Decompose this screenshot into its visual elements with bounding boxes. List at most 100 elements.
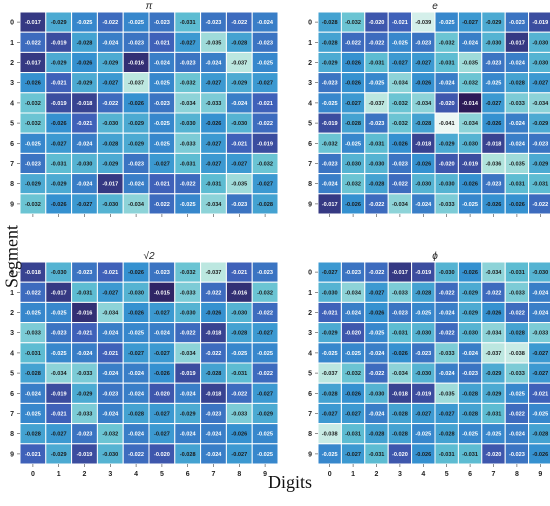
cell-label: -0.022 — [102, 101, 118, 107]
y-tick-label: 0 — [308, 270, 312, 277]
cell-label: -0.027 — [51, 432, 67, 438]
cell-label: -0.023 — [392, 162, 408, 168]
cell-label: -0.029 — [102, 162, 118, 168]
y-tick-label: 3 — [10, 80, 14, 87]
cell-label: -0.029 — [462, 290, 478, 296]
cell-label: -0.024 — [77, 141, 94, 147]
cell-label: -0.029 — [462, 311, 478, 317]
cell-label: -0.028 — [25, 371, 41, 377]
cell-label: -0.025 — [486, 432, 502, 438]
cell-label: -0.027 — [532, 351, 548, 357]
x-tick-label: 4 — [134, 471, 138, 478]
cell-label: -0.022 — [231, 391, 247, 397]
cell-label: -0.021 — [231, 270, 247, 276]
cell-label: -0.031 — [439, 61, 455, 67]
cell-label: -0.022 — [25, 290, 41, 296]
cell-label: -0.026 — [486, 311, 502, 317]
cell-label: -0.034 — [486, 331, 503, 337]
cell-label: -0.028 — [345, 121, 361, 127]
y-tick-label: 6 — [308, 391, 312, 398]
cell-label: -0.026 — [154, 371, 170, 377]
cell-label: -0.022 — [257, 121, 273, 127]
cell-label: -0.024 — [509, 432, 526, 438]
cell-label: -0.026 — [77, 61, 93, 67]
cell-label: -0.026 — [509, 202, 525, 208]
cell-label: -0.028 — [509, 331, 525, 337]
cell-label: -0.027 — [322, 412, 338, 418]
cell-label: -0.030 — [51, 270, 67, 276]
cell-label: -0.030 — [180, 311, 196, 317]
y-tick-label: 9 — [308, 451, 312, 458]
cell-label: -0.034 — [486, 270, 503, 276]
cell-label: -0.020 — [392, 452, 408, 458]
cell-label: -0.024 — [77, 351, 94, 357]
cell-label: -0.021 — [322, 311, 338, 317]
cell-label: -0.024 — [532, 311, 549, 317]
cell-label: -0.024 — [462, 40, 479, 46]
cell-label: -0.024 — [462, 351, 479, 357]
cell-label: -0.018 — [392, 391, 408, 397]
cell-label: -0.032 — [462, 81, 478, 87]
cell-label: -0.033 — [439, 202, 455, 208]
cell-label: -0.030 — [532, 40, 548, 46]
cell-label: -0.028 — [462, 412, 478, 418]
cell-label: -0.037 — [206, 270, 222, 276]
cell-label: -0.020 — [439, 101, 455, 107]
cell-label: -0.024 — [102, 40, 119, 46]
heatmap-panel-1: e -0.028 -0.032 -0.020 -0.021 -0.039 -0.025 -0.… — [308, 1, 550, 217]
cell-label: -0.022 — [128, 452, 144, 458]
y-tick-label: 1 — [10, 40, 14, 47]
cell-label: -0.024 — [532, 290, 549, 296]
cell-label: -0.031 — [231, 371, 247, 377]
cell-label: -0.018 — [25, 270, 41, 276]
cell-label: -0.026 — [231, 432, 247, 438]
y-tick-label: 7 — [10, 161, 14, 168]
cell-label: -0.025 — [369, 331, 385, 337]
cell-label: -0.019 — [415, 391, 431, 397]
cell-label: -0.029 — [77, 81, 93, 87]
cell-label: -0.032 — [102, 432, 118, 438]
cell-label: -0.028 — [102, 141, 118, 147]
cell-label: -0.025 — [439, 20, 455, 26]
cell-label: -0.034 — [128, 202, 145, 208]
cell-label: -0.030 — [345, 162, 361, 168]
cell-label: -0.023 — [51, 331, 67, 337]
cell-label: -0.023 — [180, 61, 196, 67]
cell-label: -0.026 — [128, 101, 144, 107]
cell-label: -0.017 — [509, 40, 525, 46]
cell-label: -0.026 — [25, 81, 41, 87]
cell-label: -0.025 — [257, 351, 273, 357]
cell-label: -0.029 — [128, 121, 144, 127]
cell-label: -0.032 — [392, 121, 408, 127]
cell-label: -0.032 — [345, 182, 361, 188]
cell-label: -0.030 — [231, 121, 247, 127]
y-tick-label: 4 — [10, 350, 14, 357]
y-tick-label: 5 — [10, 121, 14, 128]
y-tick-label: 3 — [10, 330, 14, 337]
cell-label: -0.023 — [231, 202, 247, 208]
cell-label: -0.031 — [180, 162, 196, 168]
cell-label: -0.023 — [509, 452, 525, 458]
cell-label: -0.023 — [128, 162, 144, 168]
cell-label: -0.029 — [51, 182, 67, 188]
cell-label: -0.028 — [231, 40, 247, 46]
cell-label: -0.023 — [369, 121, 385, 127]
panel-title: ϕ — [432, 251, 438, 262]
cell-label: -0.026 — [462, 270, 478, 276]
cell-label: -0.023 — [128, 40, 144, 46]
cell-label: -0.030 — [439, 270, 455, 276]
x-tick-label: 1 — [351, 471, 355, 478]
cell-label: -0.020 — [486, 452, 502, 458]
cell-label: -0.031 — [51, 162, 67, 168]
x-tick-label: 5 — [445, 471, 449, 478]
cell-label: -0.028 — [77, 40, 93, 46]
cell-label: -0.019 — [462, 162, 478, 168]
cell-label: -0.026 — [128, 270, 144, 276]
cell-label: -0.025 — [322, 351, 338, 357]
cell-label: -0.031 — [77, 290, 93, 296]
cell-label: -0.023 — [77, 270, 93, 276]
y-tick-label: 3 — [308, 330, 312, 337]
cell-label: -0.024 — [180, 391, 197, 397]
cell-label: -0.025 — [128, 20, 144, 26]
cell-label: -0.025 — [415, 432, 431, 438]
